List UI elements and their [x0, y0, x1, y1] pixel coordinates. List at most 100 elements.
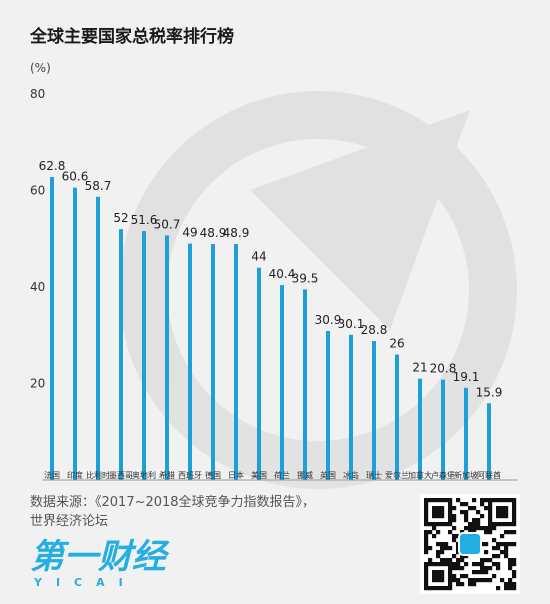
qr-module: [436, 578, 441, 583]
qr-module: [444, 586, 449, 591]
value-label: 44: [251, 250, 266, 264]
x-tick-label: 希腊: [159, 470, 175, 480]
qr-module: [472, 578, 477, 583]
qr-module: [432, 562, 437, 567]
qr-module: [440, 562, 445, 567]
qr-module: [444, 546, 449, 551]
qr-module: [432, 510, 437, 515]
qr-module: [512, 506, 517, 511]
value-labels: 62.860.658.752 51.650.749 48.948.94440.439…: [39, 159, 503, 399]
qr-module: [500, 522, 505, 527]
qr-module: [504, 550, 509, 555]
qr-module: [424, 502, 429, 507]
qr-module: [512, 522, 517, 527]
qr-module: [504, 542, 509, 547]
qr-module: [424, 574, 429, 579]
qr-module: [448, 578, 453, 583]
qr-module: [512, 498, 517, 503]
chart-title: 全球主要国家总税率排行榜: [29, 26, 234, 47]
qr-module: [512, 510, 517, 515]
value-label: 26: [389, 337, 404, 351]
qr-module: [488, 514, 493, 519]
qr-module: [500, 534, 505, 539]
qr-module: [436, 574, 441, 579]
qr-module: [500, 510, 505, 515]
qr-module: [456, 558, 461, 563]
qr-module: [444, 542, 449, 547]
qr-module: [504, 506, 509, 511]
qr-module: [512, 502, 517, 507]
qr-module: [436, 514, 441, 519]
qr-module: [448, 522, 453, 527]
qr-module: [456, 578, 461, 583]
qr-module: [440, 510, 445, 515]
bar: [234, 244, 238, 480]
qr-module: [496, 562, 501, 567]
source-line-1: 数据来源：《2017~2018全球竞争力指数报告》，: [30, 494, 315, 510]
qr-module: [460, 554, 465, 559]
qr-module: [460, 558, 465, 563]
qr-module: [424, 562, 429, 567]
qr-module: [436, 542, 441, 547]
qr-module: [424, 518, 429, 523]
qr-module: [508, 578, 513, 583]
value-label: 48.9: [223, 226, 250, 240]
qr-module: [504, 498, 509, 503]
qr-module: [488, 578, 493, 583]
qr-module: [488, 502, 493, 507]
qr-module: [444, 522, 449, 527]
bar: [487, 403, 491, 480]
qr-module: [496, 546, 501, 551]
qr-module: [492, 574, 497, 579]
qr-module: [492, 538, 497, 543]
qr-module: [468, 522, 473, 527]
qr-module: [452, 534, 457, 539]
qr-module: [424, 514, 429, 519]
qr-module: [432, 570, 437, 575]
qr-module: [440, 570, 445, 575]
qr-module: [484, 542, 489, 547]
qr-module: [512, 562, 517, 567]
value-label: 21: [412, 361, 427, 375]
qr-module: [484, 558, 489, 563]
qr-module: [428, 586, 433, 591]
qr-module: [512, 542, 517, 547]
qr-module: [488, 526, 493, 531]
qr-module: [432, 506, 437, 511]
qr-module: [424, 578, 429, 583]
qr-module: [488, 558, 493, 563]
x-tick-label: 英国: [320, 470, 336, 480]
qr-module: [440, 578, 445, 583]
qr-module: [492, 522, 497, 527]
qr-module: [476, 518, 481, 523]
qr-module: [428, 558, 433, 563]
qr-module: [488, 522, 493, 527]
qr-module: [448, 562, 453, 567]
qr-module: [448, 514, 453, 519]
value-label: 15.9: [476, 385, 503, 399]
x-tick-label: 奥地利: [132, 470, 156, 480]
qr-module: [488, 530, 493, 535]
qr-module: [464, 574, 469, 579]
qr-module: [476, 510, 481, 515]
qr-module: [428, 522, 433, 527]
qr-module: [512, 518, 517, 523]
qr-module: [436, 498, 441, 503]
qr-module: [440, 498, 445, 503]
value-label: 19.1: [453, 370, 480, 384]
qr-module: [496, 506, 501, 511]
qr-module: [472, 522, 477, 527]
qr-module: [480, 498, 485, 503]
x-tick-label: 美国: [251, 470, 267, 480]
value-label: 60.6: [62, 170, 89, 184]
bar: [326, 330, 330, 480]
bar: [418, 378, 422, 480]
qr-module: [440, 546, 445, 551]
qr-module: [496, 510, 501, 515]
qr-module: [500, 578, 505, 583]
qr-module: [448, 558, 453, 563]
qr-module: [484, 498, 489, 503]
value-label: 30.1: [338, 317, 365, 331]
qr-module: [436, 570, 441, 575]
